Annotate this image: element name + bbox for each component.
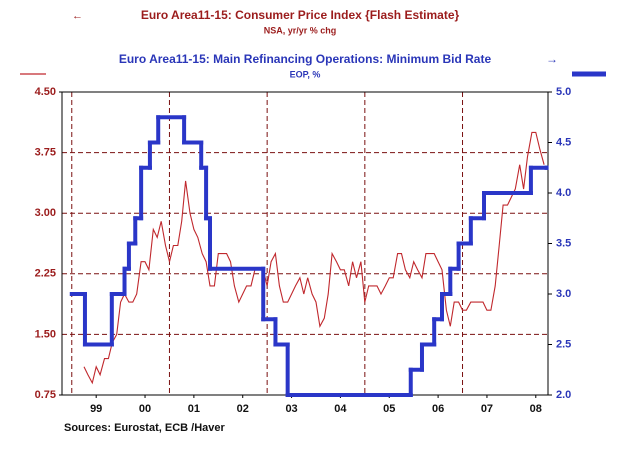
x-tick-label: 02 [237, 403, 249, 415]
y2-tick-label: 2.5 [556, 338, 571, 350]
x-tick-label: 03 [285, 403, 297, 415]
left-arrow: ← [72, 10, 83, 22]
y-tick-label: 3.00 [35, 207, 56, 219]
x-tick-label: 05 [383, 403, 395, 415]
x-tick-label: 04 [334, 403, 347, 415]
y-tick-label: 1.50 [35, 328, 56, 340]
y-tick-label: 3.75 [35, 147, 56, 159]
y-tick-label: 2.25 [35, 268, 56, 280]
y2-tick-label: 3.5 [556, 237, 571, 249]
x-tick-label: 01 [188, 403, 200, 415]
y2-tick-label: 5.0 [556, 86, 571, 98]
x-tick-label: 07 [481, 403, 493, 415]
y2-tick-label: 3.0 [556, 288, 571, 300]
x-tick-label: 08 [530, 403, 542, 415]
source-note: Sources: Eurostat, ECB /Haver [64, 422, 225, 434]
chart-title: Euro Area11-15: Consumer Price Index {Fl… [141, 8, 460, 22]
x-tick-label: 06 [432, 403, 444, 415]
y2-tick-label: 2.0 [556, 389, 571, 401]
y2-tick-label: 4.5 [556, 136, 571, 148]
x-tick-label: 99 [90, 403, 102, 415]
cpi-line [83, 131, 545, 385]
y-tick-label: 0.75 [35, 389, 56, 401]
chart-subtitle: NSA, yr/yr % chg [264, 25, 337, 35]
chart-title-2: Euro Area11-15: Main Refinancing Operati… [119, 52, 492, 66]
y-tick-label: 4.50 [35, 86, 56, 98]
chart-subtitle-2: EOP, % [290, 69, 321, 79]
x-tick-label: 00 [139, 403, 151, 415]
right-arrow: → [546, 52, 558, 66]
y2-tick-label: 4.0 [556, 187, 571, 199]
